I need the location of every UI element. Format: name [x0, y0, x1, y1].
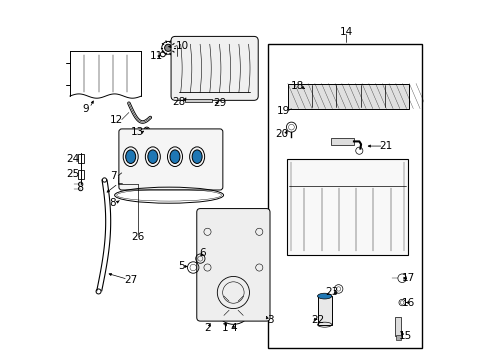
Text: 3: 3: [267, 315, 273, 325]
Text: 17: 17: [402, 273, 415, 283]
Text: 9: 9: [83, 104, 89, 113]
Ellipse shape: [192, 150, 202, 163]
Bar: [396, 336, 401, 340]
Text: 7: 7: [110, 171, 117, 181]
Bar: [185, 99, 212, 102]
FancyBboxPatch shape: [119, 129, 223, 190]
Text: 19: 19: [277, 106, 290, 116]
FancyBboxPatch shape: [171, 36, 258, 100]
Text: 10: 10: [176, 41, 189, 51]
FancyBboxPatch shape: [197, 208, 270, 321]
Text: 11: 11: [150, 51, 163, 61]
Text: 27: 27: [124, 275, 137, 285]
Bar: [331, 138, 354, 145]
Circle shape: [146, 129, 148, 131]
Bar: [268, 44, 422, 348]
Text: 13: 13: [131, 127, 145, 137]
Text: 18: 18: [291, 81, 304, 91]
Circle shape: [165, 44, 172, 51]
Bar: [287, 158, 408, 255]
Ellipse shape: [148, 150, 158, 163]
Text: 16: 16: [402, 297, 415, 307]
Circle shape: [210, 306, 213, 309]
Text: 1: 1: [221, 323, 228, 333]
Bar: [395, 317, 401, 337]
Bar: [78, 154, 84, 163]
Text: 24: 24: [66, 154, 79, 163]
Text: 29: 29: [213, 98, 226, 108]
Text: 4: 4: [230, 323, 237, 333]
Text: 12: 12: [110, 114, 123, 125]
Text: 6: 6: [199, 248, 206, 258]
Text: 21: 21: [379, 141, 392, 151]
Bar: [318, 296, 332, 325]
Text: 14: 14: [340, 27, 353, 37]
Text: 22: 22: [311, 315, 324, 325]
Text: 5: 5: [178, 261, 185, 271]
Ellipse shape: [318, 293, 332, 299]
Bar: [288, 84, 409, 109]
Bar: [78, 170, 84, 179]
Ellipse shape: [126, 150, 136, 163]
Text: 23: 23: [325, 287, 338, 297]
Text: 15: 15: [398, 331, 412, 341]
Text: 2: 2: [204, 323, 210, 333]
Text: 8: 8: [109, 198, 116, 208]
Text: 28: 28: [172, 97, 186, 107]
Text: 25: 25: [66, 169, 79, 179]
Text: 20: 20: [275, 129, 289, 139]
Text: 26: 26: [131, 232, 145, 242]
Ellipse shape: [170, 150, 180, 163]
